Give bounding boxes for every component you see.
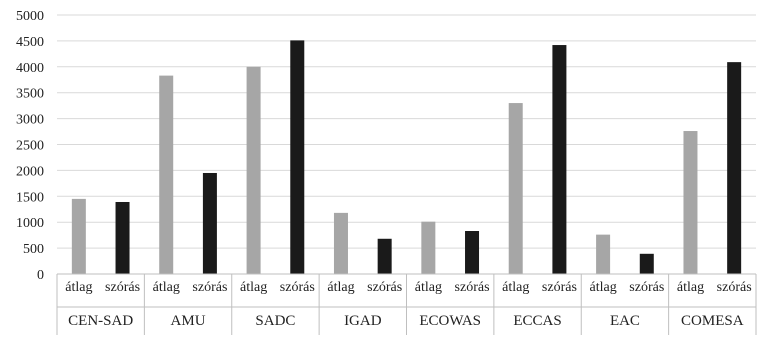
x-sub-category-label: átlag — [502, 280, 529, 295]
bar-eac-szoras — [639, 253, 654, 274]
x-group-label: EAC — [610, 313, 640, 329]
y-tick-label: 4000 — [16, 61, 44, 76]
y-tick-label: 2500 — [16, 139, 44, 154]
y-tick-label: 2000 — [16, 164, 44, 179]
bar-eccas-atlag — [508, 103, 523, 274]
bar-igad-atlag — [333, 212, 348, 274]
bar-igad-szoras — [377, 238, 392, 274]
y-tick-label: 3000 — [16, 113, 44, 128]
x-sub-category-label: átlag — [677, 280, 704, 295]
y-tick-label: 5000 — [16, 9, 44, 24]
bar-amu-szoras — [202, 172, 217, 274]
x-sub-category-label: szórás — [105, 280, 140, 295]
bar-cen-sad-atlag — [71, 198, 86, 274]
bar-sadc-szoras — [290, 40, 305, 274]
y-tick-label: 0 — [37, 268, 44, 283]
x-group-label: COMESA — [681, 313, 744, 329]
x-sub-category-label: szórás — [367, 280, 402, 295]
bar-ecowas-atlag — [421, 221, 436, 274]
x-sub-category-label: szórás — [280, 280, 315, 295]
x-sub-category-label: átlag — [153, 280, 180, 295]
x-group-label: CEN-SAD — [68, 313, 133, 329]
bars — [71, 40, 742, 274]
x-sub-category-label: szórás — [455, 280, 490, 295]
x-sub-category-label: átlag — [589, 280, 616, 295]
y-tick-label: 3500 — [16, 87, 44, 102]
bar-comesa-szoras — [727, 62, 742, 274]
bar-sadc-atlag — [246, 66, 261, 274]
x-sub-category-label: szórás — [192, 280, 227, 295]
bar-eccas-szoras — [552, 45, 567, 274]
x-group-label: IGAD — [344, 313, 382, 329]
x-group-label: SADC — [255, 313, 295, 329]
x-sub-category-label: átlag — [415, 280, 442, 295]
y-tick-label: 1000 — [16, 216, 44, 231]
x-group-label: AMU — [171, 313, 206, 329]
x-group-label: ECOWAS — [419, 313, 481, 329]
x-sub-category-label: átlag — [327, 280, 354, 295]
y-tick-label: 1500 — [16, 190, 44, 205]
x-sub-category-label: átlag — [65, 280, 92, 295]
bar-ecowas-szoras — [465, 231, 480, 274]
bar-amu-atlag — [159, 75, 174, 274]
x-group-label: ECCAS — [513, 313, 561, 329]
bar-eac-atlag — [596, 234, 611, 274]
bar-comesa-atlag — [683, 131, 698, 274]
y-tick-label: 500 — [23, 242, 44, 257]
x-sub-category-label: szórás — [629, 280, 664, 295]
x-sub-category-label: szórás — [542, 280, 577, 295]
x-axis: átlag szórás CEN-SAD átlag szórás AMU átlag szó… — [56, 273, 757, 335]
x-sub-category-label: átlag — [240, 280, 267, 295]
y-axis-tick-labels: 0 500 1000 1500 2000 2500 3000 3500 4000 4500 5000 — [16, 9, 44, 283]
y-tick-label: 4500 — [16, 35, 44, 50]
x-sub-category-label: szórás — [717, 280, 752, 295]
gridlines — [57, 14, 756, 249]
bar-cen-sad-szoras — [115, 201, 130, 274]
